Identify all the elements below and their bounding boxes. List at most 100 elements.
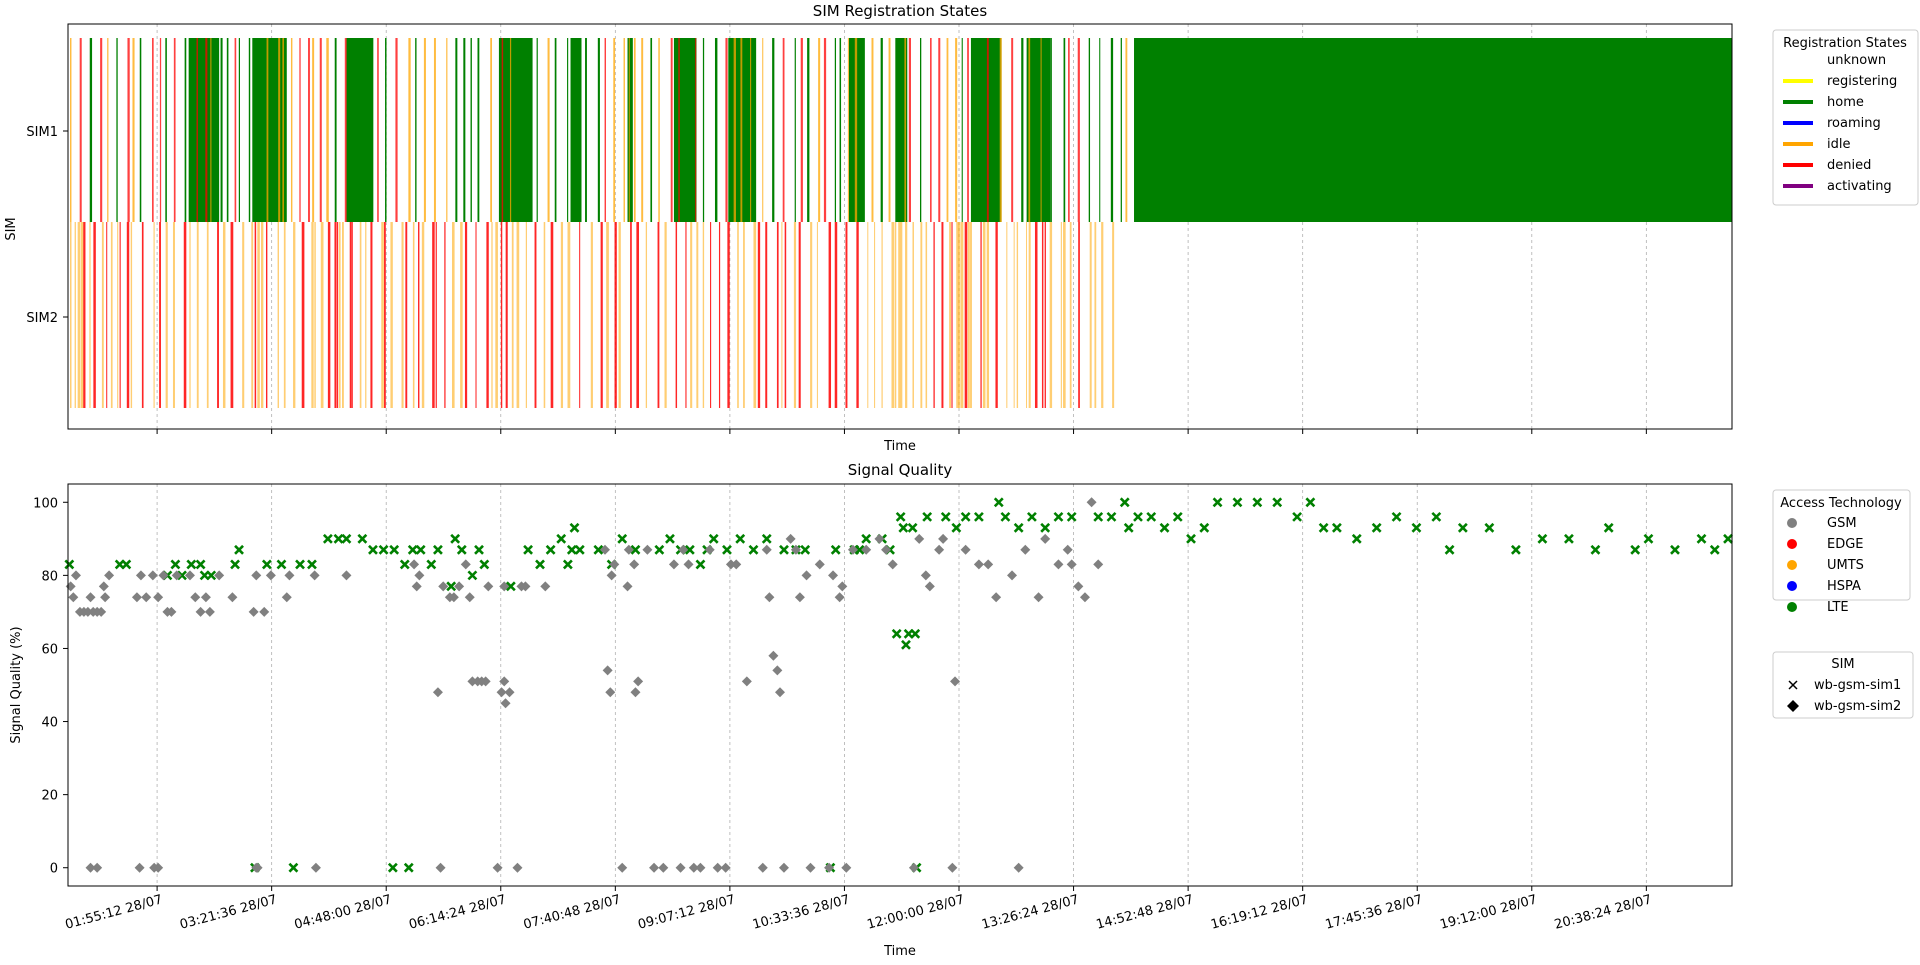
sim2-state-segment: [172, 222, 175, 408]
sim2-signal-point: [100, 592, 111, 603]
sim2-signal-point: [184, 570, 195, 581]
sim2-signal-point: [540, 581, 551, 592]
sim1-state-segment: [740, 38, 743, 222]
sim2-signal-point: [881, 544, 892, 555]
sim1-state-segment: [165, 38, 167, 222]
registration-legend: Registration States unknown registering ho…: [1772, 29, 1919, 206]
access-technology-legend: Access Technology GSM EDGE UMTS HSPA LTE: [1772, 489, 1911, 615]
sim1-signal-point: [566, 544, 577, 555]
sim1-state-segment: [308, 38, 310, 222]
sim2-state-segment: [222, 222, 226, 408]
registration-y-tick-label: SIM2: [26, 311, 58, 326]
sim2-signal-point: [520, 581, 531, 592]
signal-gridlines: [156, 484, 1647, 886]
sim1-signal-point: [891, 628, 902, 639]
sim2-state-segment: [874, 222, 876, 408]
sim2-signal-point: [248, 606, 259, 617]
sim1-state-segment: [547, 38, 550, 222]
tech-legend-marker: [1787, 602, 1797, 612]
sim2-signal-point: [828, 570, 839, 581]
sim1-signal-point: [1066, 511, 1077, 522]
sim1-state-segment: [750, 38, 752, 222]
sim1-state-segment: [234, 38, 237, 222]
sim2-state-segment: [70, 222, 72, 408]
sim2-state-segment: [1063, 222, 1066, 408]
sim1-state-segment: [152, 38, 154, 222]
sim2-state-segment: [710, 222, 712, 408]
sim2-signal-point: [605, 687, 616, 698]
sim2-state-segment: [534, 222, 537, 408]
tech-legend-marker: [1787, 560, 1797, 570]
sim2-signal-point: [467, 676, 478, 687]
sim2-state-segment: [737, 222, 739, 408]
sim1-state-segment: [531, 38, 533, 222]
registration-legend-label: home: [1827, 95, 1864, 110]
sim1-signal-point: [1027, 511, 1037, 522]
sim1-signal-point: [1351, 533, 1362, 544]
sim2-signal-point: [642, 544, 653, 555]
sim2-state-segment: [80, 222, 84, 408]
sim1-state-segment: [521, 38, 523, 222]
signal-x-tick-label: 17:45:36 28/07: [1324, 892, 1424, 932]
sim1-state-segment: [173, 38, 176, 222]
sim2-state-segment: [491, 222, 493, 408]
sim2-signal-point: [70, 570, 81, 581]
sim2-state-segment: [370, 222, 373, 408]
sim2-state-segment: [327, 222, 331, 408]
sim1-state-segment: [509, 38, 512, 222]
sim1-state-segment: [79, 38, 82, 222]
sim-legend: SIM wb-gsm-sim1 wb-gsm-sim2: [1772, 651, 1914, 719]
sim2-state-segment: [230, 222, 234, 408]
sim1-state-segment: [266, 38, 269, 222]
sim2-state-segment: [727, 222, 730, 408]
sim2-signal-point: [158, 570, 169, 581]
sim1-state-segment: [695, 38, 697, 222]
sim1-signal-point: [556, 533, 567, 544]
sim2-state-segment: [89, 222, 91, 408]
sim1-state-segment: [888, 38, 891, 222]
sim1-state-segment: [1011, 38, 1014, 222]
sim1-state-segment: [782, 38, 785, 222]
sim2-state-segment: [970, 222, 972, 408]
sim2-signal-point: [284, 570, 295, 581]
sim2-signal-point: [409, 559, 420, 570]
sim1-signal-point: [562, 559, 573, 570]
sim2-signal-point: [617, 862, 628, 873]
sim2-signal-point: [683, 559, 694, 570]
sim1-signal-point: [1305, 497, 1316, 508]
sim2-signal-point: [414, 570, 425, 581]
sim2-signal-point: [204, 606, 215, 617]
sim2-signal-point: [499, 581, 510, 592]
sim1-state-segment: [807, 38, 810, 222]
signal-x-tick-label: 03:21:36 28/07: [178, 892, 278, 932]
sim2-signal-point: [252, 862, 263, 873]
sim1-signal-point: [1444, 544, 1455, 555]
sim2-signal-point: [1062, 544, 1073, 555]
sim1-signal-point: [368, 544, 378, 555]
sim1-signal-point: [399, 559, 410, 570]
registration-legend-label: activating: [1827, 179, 1892, 194]
sim2-signal-point: [764, 592, 775, 603]
sim2-state-segment: [856, 222, 859, 408]
sim1-state-segment: [100, 38, 103, 222]
tech-legend-label: EDGE: [1827, 537, 1864, 552]
sim1-state-segment: [613, 38, 616, 222]
sim1-signal-point: [523, 544, 534, 555]
sim2-signal-point: [1086, 497, 1097, 508]
sim2-signal-point: [96, 606, 107, 617]
sim2-state-segment: [894, 222, 897, 408]
sim2-signal-point: [281, 592, 292, 603]
sim2-state-segment: [543, 222, 546, 408]
sim2-state-segment: [153, 222, 155, 408]
sim2-state-segment: [685, 222, 687, 408]
sim2-state-segment: [657, 222, 660, 408]
sim1-state-segment: [847, 38, 849, 222]
sim2-signal-point: [778, 862, 789, 873]
sim1-signal-point: [505, 581, 516, 592]
sim2-state-segment: [1094, 222, 1097, 408]
sim2-signal-point: [496, 687, 507, 698]
sim2-signal-point: [920, 570, 931, 581]
tech-legend-box: [1772, 489, 1911, 601]
sim1-signal-point: [195, 559, 206, 570]
